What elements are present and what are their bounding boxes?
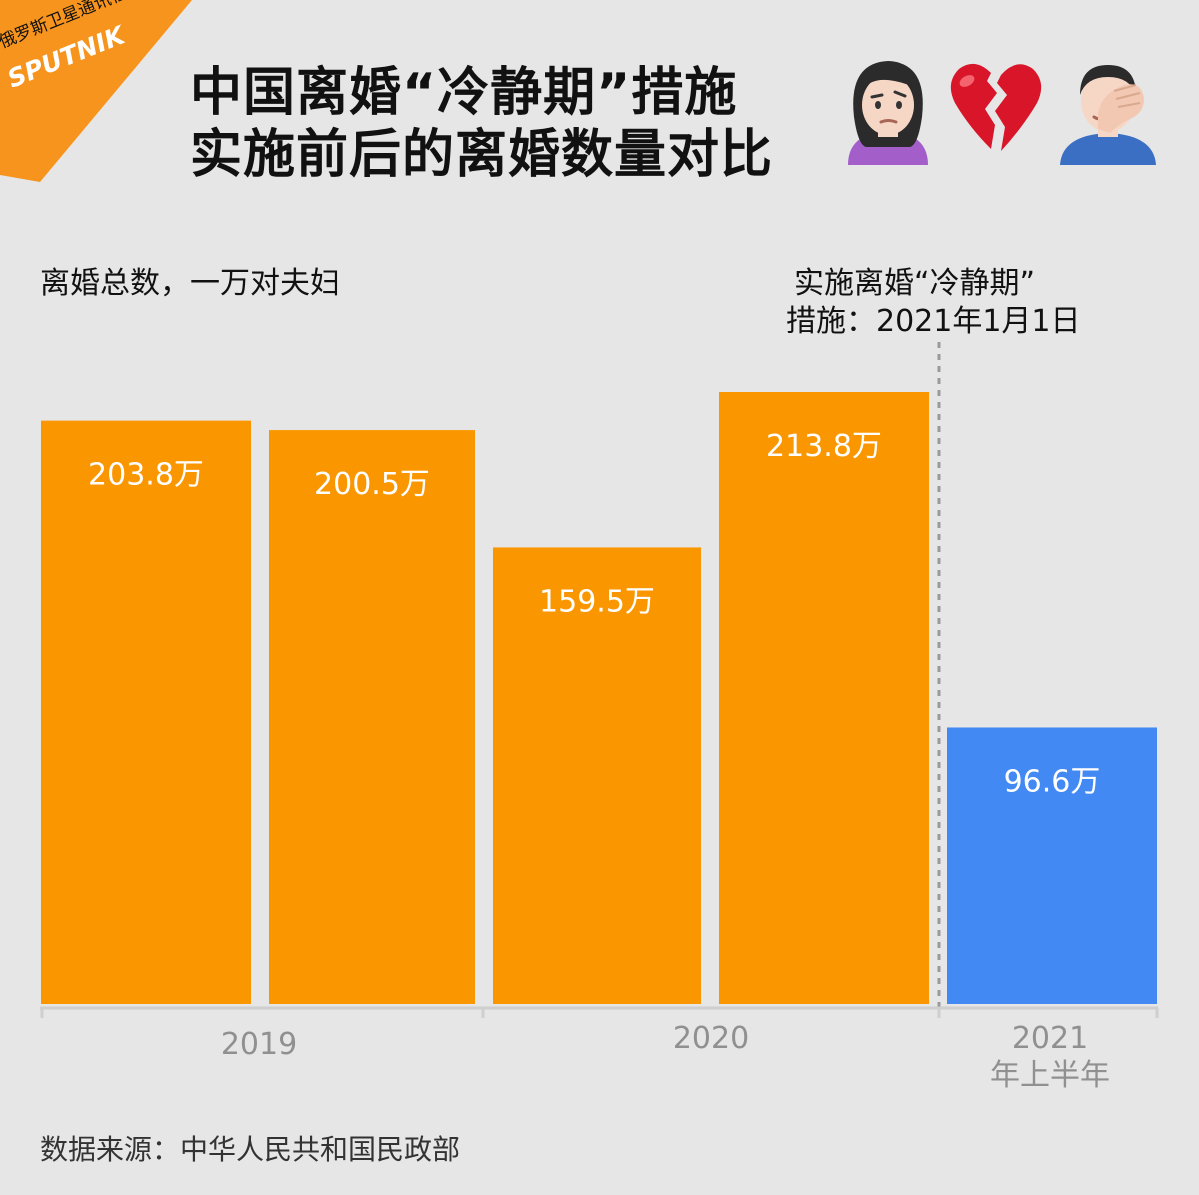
annotation-line-1: 实施离婚“冷静期” [794, 266, 1036, 301]
x-tick-label-2019: 2019 [221, 1027, 297, 1062]
x-tick-label-2020: 2020 [673, 1021, 749, 1056]
broken-heart-icon [950, 63, 1042, 151]
x-tick-sublabel-2021: 年上半年 [990, 1058, 1110, 1093]
bar-3 [719, 392, 929, 1004]
sputnik-badge: 俄罗斯卫星通讯社 SPUTNIK [0, 0, 192, 182]
bar-1 [269, 430, 475, 1004]
bar-0 [41, 420, 251, 1004]
x-tick-label-2021: 2021 [1012, 1021, 1088, 1056]
man-facepalming-icon [1060, 65, 1156, 165]
bar-value-label-1: 200.5万 [314, 467, 430, 502]
bar-value-label-4: 96.6万 [1004, 764, 1101, 799]
bar-value-label-2: 159.5万 [539, 584, 655, 619]
badge-triangle [0, 0, 192, 182]
woman-raising-eyebrow-icon [848, 61, 928, 165]
bar-4 [947, 727, 1157, 1004]
title-line-2: 实施前后的离婚数量对比 [190, 125, 774, 185]
annotation-line-2: 措施：2021年1月1日 [786, 304, 1081, 339]
bar-value-label-3: 213.8万 [766, 429, 882, 464]
bar-2 [493, 547, 701, 1004]
y-axis-label: 离婚总数，一万对夫妇 [40, 266, 340, 301]
title-line-1: 中国离婚“冷静期”措施 [190, 63, 738, 123]
bar-value-label-0: 203.8万 [88, 458, 204, 493]
data-source: 数据来源：中华人民共和国民政部 [40, 1133, 461, 1166]
